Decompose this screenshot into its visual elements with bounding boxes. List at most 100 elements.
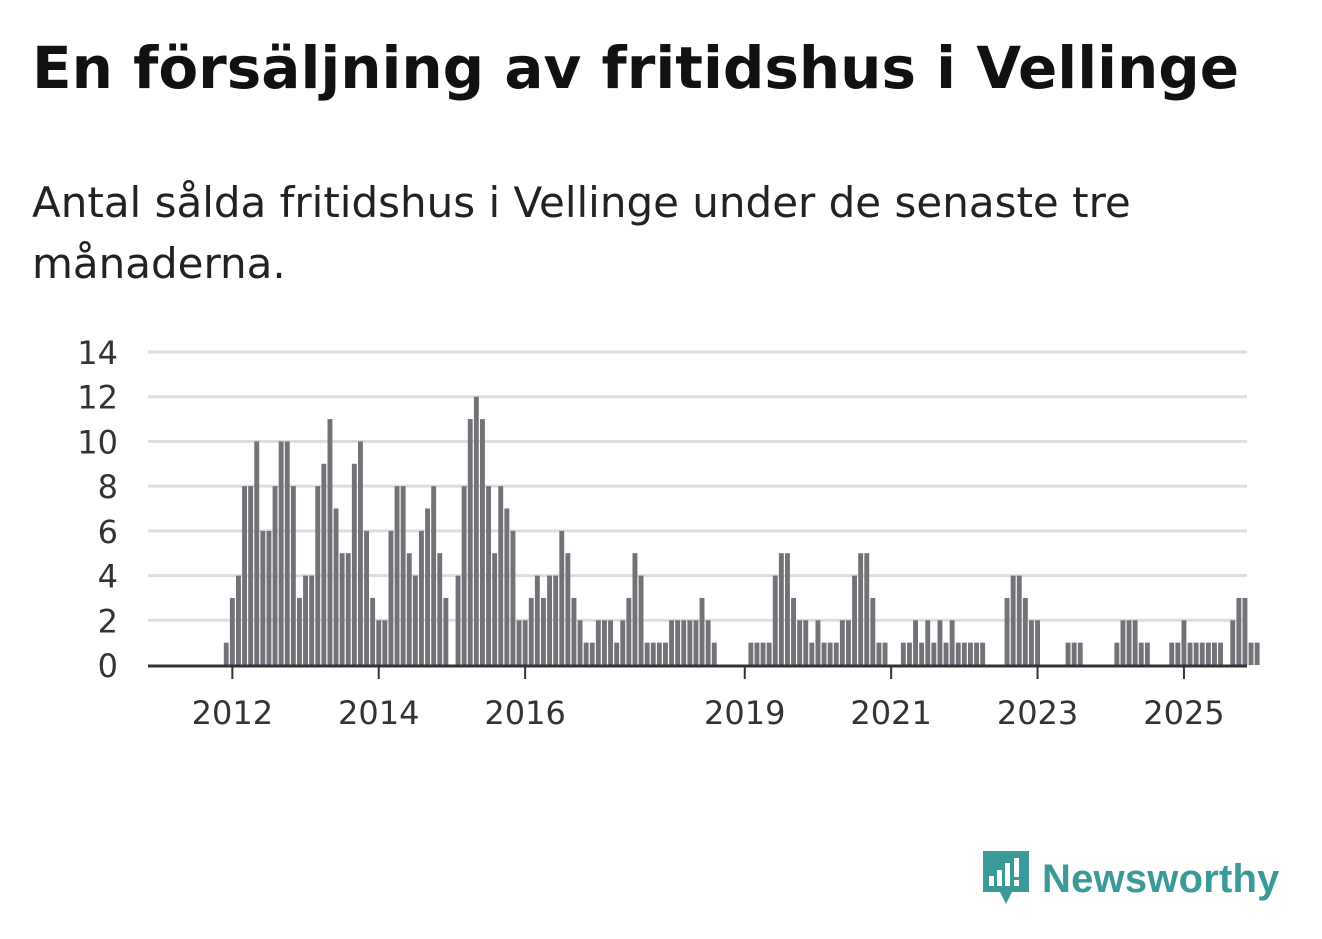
bar	[358, 441, 363, 665]
bar	[1071, 642, 1077, 665]
bar	[229, 597, 235, 665]
bar	[364, 530, 369, 665]
bar	[315, 486, 321, 665]
bar	[675, 620, 681, 665]
bar	[1016, 575, 1022, 665]
x-tick-label: 2014	[338, 694, 419, 732]
bar	[711, 642, 717, 665]
bar	[961, 642, 967, 665]
bar	[882, 642, 888, 665]
bar	[370, 597, 376, 665]
bar	[1175, 642, 1181, 665]
bar	[864, 553, 870, 665]
y-tick-label: 6	[98, 513, 118, 551]
bar	[583, 642, 589, 665]
bar	[644, 642, 650, 665]
bar	[907, 642, 912, 665]
bar	[1254, 642, 1260, 665]
y-tick-labels: 0 2 4 6 8 10 12 14	[77, 334, 118, 685]
bar	[534, 575, 540, 665]
annotations: 1	[1254, 0, 1280, 11]
bar	[431, 486, 437, 665]
bar	[608, 620, 613, 665]
bar	[1138, 642, 1144, 665]
bar	[681, 620, 687, 665]
bar	[650, 642, 656, 665]
bar	[949, 620, 955, 665]
bar	[327, 419, 333, 665]
bar	[486, 486, 491, 665]
bar	[425, 508, 430, 665]
bar	[955, 642, 961, 665]
bar	[1169, 642, 1175, 665]
bar	[858, 553, 864, 665]
bar	[1029, 620, 1034, 665]
bar	[1010, 575, 1016, 665]
bar	[833, 642, 839, 665]
bar	[821, 642, 827, 665]
newsworthy-logo: Newsworthy	[980, 848, 1280, 910]
bar	[394, 486, 400, 665]
bar	[492, 553, 498, 665]
bar	[815, 620, 821, 665]
bar	[498, 486, 504, 665]
bar	[663, 642, 668, 665]
bar	[339, 553, 345, 665]
bar	[931, 642, 937, 665]
bar	[620, 620, 626, 665]
bar	[297, 597, 302, 665]
y-tick-label: 2	[98, 602, 118, 640]
bar	[1132, 620, 1138, 665]
bar	[943, 642, 949, 665]
bar	[1004, 597, 1010, 665]
bar	[278, 441, 284, 665]
bar	[754, 642, 760, 665]
bar	[632, 553, 638, 665]
bar	[260, 530, 266, 665]
y-tick-label: 12	[77, 379, 118, 417]
bar	[626, 597, 632, 665]
x-tick-label: 2021	[850, 694, 931, 732]
y-tick-label: 10	[77, 423, 118, 461]
bar	[900, 642, 906, 665]
bar	[968, 642, 973, 665]
bar	[827, 642, 833, 665]
bar	[1077, 642, 1083, 665]
bar	[1035, 620, 1040, 665]
x-axis	[148, 664, 1247, 679]
bar	[333, 508, 339, 665]
bar	[791, 597, 796, 665]
bar	[254, 441, 260, 665]
bar	[553, 575, 559, 665]
y-tick-label: 0	[98, 647, 118, 685]
chart-subtitle: Antal sålda fritidshus i Vellinge under …	[32, 178, 1131, 288]
bar	[1022, 597, 1028, 665]
bar	[760, 642, 766, 665]
bar	[1212, 642, 1217, 665]
bar	[913, 620, 918, 665]
bar	[522, 620, 528, 665]
bar	[919, 642, 925, 665]
bar	[1236, 597, 1242, 665]
bar	[321, 463, 327, 665]
bar	[602, 620, 607, 665]
bar	[705, 620, 711, 665]
bar-chart-speech-icon	[983, 851, 1029, 904]
bar	[309, 575, 315, 665]
x-tick-label: 2023	[997, 694, 1078, 732]
bar	[559, 530, 565, 665]
bar	[480, 419, 485, 665]
bar	[461, 486, 467, 665]
brand-name: Newsworthy	[1042, 856, 1280, 901]
bar	[242, 486, 247, 665]
y-tick-label: 8	[98, 468, 118, 506]
bar	[400, 486, 406, 665]
bar	[382, 620, 388, 665]
bar	[443, 597, 449, 665]
bar	[1199, 642, 1205, 665]
bar	[1126, 620, 1132, 665]
bar	[669, 620, 674, 665]
bar	[345, 553, 351, 665]
bar	[937, 620, 943, 665]
bars	[223, 396, 1260, 665]
